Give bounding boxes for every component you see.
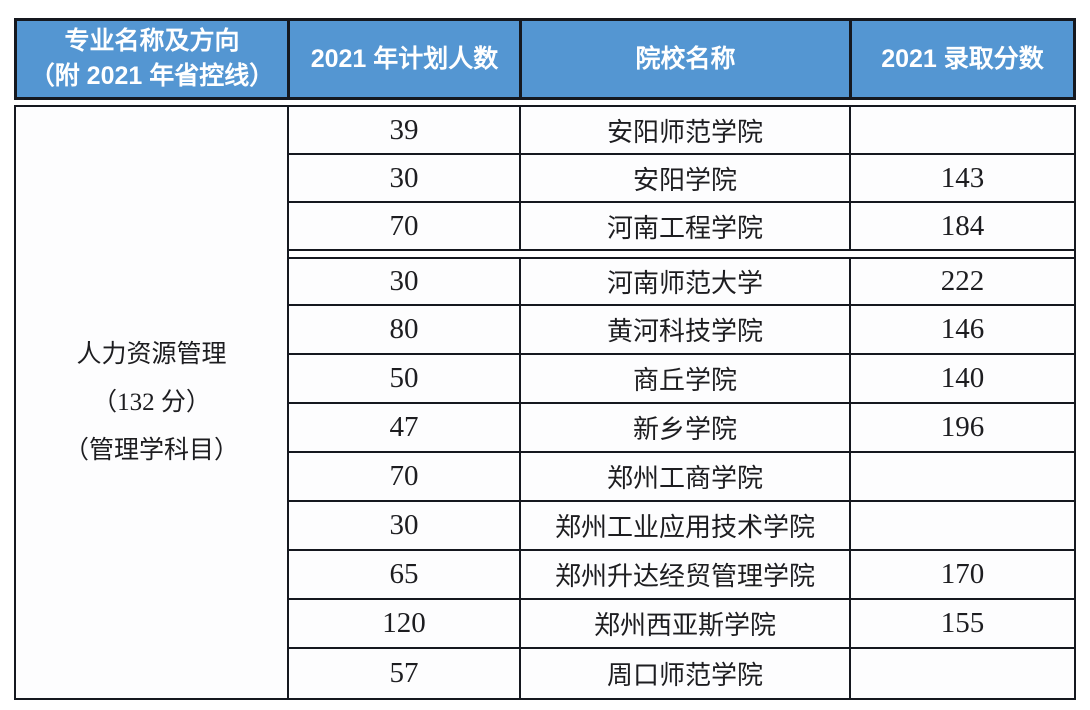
school-name-cell: 郑州西亚斯学院 xyxy=(521,600,851,649)
score-cell xyxy=(851,649,1074,698)
header-cell-admission-score: 2021 录取分数 xyxy=(881,44,1044,73)
school-name-cell: 郑州工业应用技术学院 xyxy=(521,502,851,551)
plan-count-cell: 30 xyxy=(289,502,521,551)
plan-count-cell: 65 xyxy=(289,551,521,600)
score-cell xyxy=(851,107,1074,155)
school-name-cell: 河南工程学院 xyxy=(521,203,851,251)
school-name-cell: 安阳师范学院 xyxy=(521,107,851,155)
plan-count-cell: 120 xyxy=(289,600,521,649)
plan-count-cell: 80 xyxy=(289,306,521,355)
school-name-cell: 河南师范大学 xyxy=(521,257,851,306)
header-cell-major-name: 专业名称及方向 （附 2021 年省控线） xyxy=(17,21,290,97)
score-cell: 140 xyxy=(851,355,1074,404)
score-cell xyxy=(851,502,1074,551)
header-cell-plan-count: 2021 年计划人数 xyxy=(290,21,522,97)
admission-table: 专业名称及方向 （附 2021 年省控线） 2021 年计划人数 院校名称 20… xyxy=(14,18,1076,700)
school-name-cell: 商丘学院 xyxy=(521,355,851,404)
school-name-cell: 周口师范学院 xyxy=(521,649,851,698)
plan-count-cell: 70 xyxy=(289,203,521,251)
seam-gap xyxy=(289,251,521,257)
school-name-cell: 黄河科技学院 xyxy=(521,306,851,355)
major-merged-cell: 人力资源管理 （132 分） （管理学科目） xyxy=(16,107,289,698)
plan-count-cell: 39 xyxy=(289,107,521,155)
plan-count-cell: 30 xyxy=(289,257,521,306)
score-cell: 155 xyxy=(851,600,1074,649)
score-cell: 143 xyxy=(851,155,1074,203)
school-name-cell: 安阳学院 xyxy=(521,155,851,203)
seam-gap xyxy=(521,251,851,257)
score-cell xyxy=(851,453,1074,502)
school-name-cell: 郑州工商学院 xyxy=(521,453,851,502)
score-cell: 146 xyxy=(851,306,1074,355)
score-cell: 222 xyxy=(851,257,1074,306)
score-cell: 170 xyxy=(851,551,1074,600)
table-header-row: 专业名称及方向 （附 2021 年省控线） 2021 年计划人数 院校名称 20… xyxy=(14,18,1076,100)
school-name-cell: 新乡学院 xyxy=(521,404,851,453)
plan-count-cell: 30 xyxy=(289,155,521,203)
major-name: 人力资源管理 xyxy=(76,340,227,368)
score-cell: 196 xyxy=(851,404,1074,453)
major-cutoff-score: （132 分） xyxy=(92,388,211,416)
header-cell-school-name: 院校名称 xyxy=(522,21,852,97)
plan-count-cell: 47 xyxy=(289,404,521,453)
score-cell: 184 xyxy=(851,203,1074,251)
plan-count-cell: 70 xyxy=(289,453,521,502)
seam-gap xyxy=(851,251,1074,257)
school-name-cell: 郑州升达经贸管理学院 xyxy=(521,551,851,600)
table-body: 人力资源管理 （132 分） （管理学科目） 39 安阳师范学院 30 安阳学院… xyxy=(14,105,1076,700)
plan-count-cell: 57 xyxy=(289,649,521,698)
major-subject: （管理学科目） xyxy=(63,436,239,464)
plan-count-cell: 50 xyxy=(289,355,521,404)
